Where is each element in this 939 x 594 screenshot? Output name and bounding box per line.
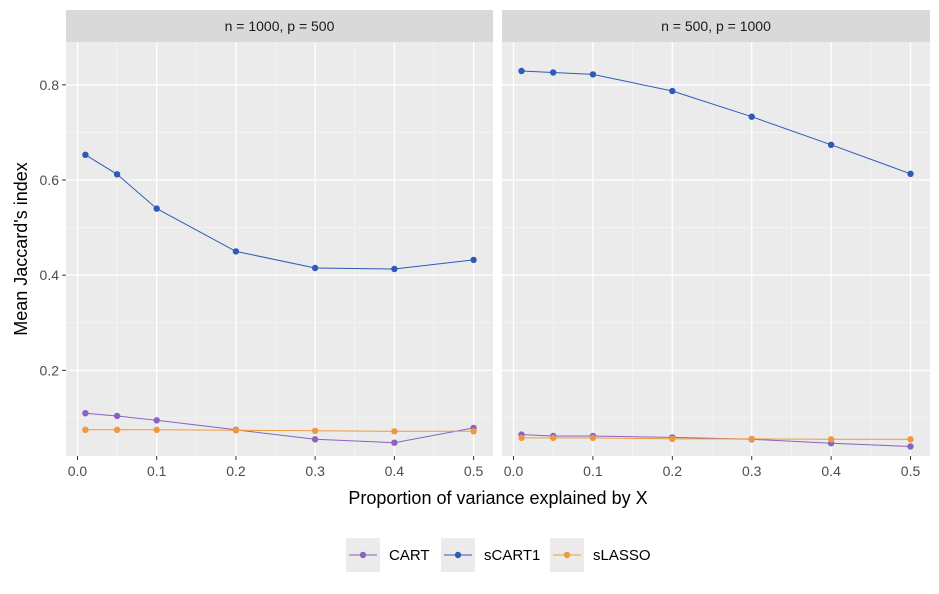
x-tick-label: 0.1 <box>583 463 603 479</box>
data-point-slasso <box>232 427 240 434</box>
data-point-scart1 <box>589 71 597 78</box>
plot-background <box>502 42 930 456</box>
x-tick-label: 0.4 <box>385 463 405 479</box>
legend: CART sCART1 sLASSO <box>346 538 651 572</box>
x-tick-label: 0.3 <box>305 463 325 479</box>
panel-1: n = 1000, p = 500 0.0 0.1 0.2 0.3 0.4 0.5 <box>66 10 493 479</box>
data-point-scart1 <box>470 256 477 264</box>
legend-label-cart: CART <box>389 547 430 564</box>
x-tick-label: 0.5 <box>901 463 921 479</box>
data-point-slasso <box>311 427 319 434</box>
panel-2: n = 500, p = 1000 0.0 0.1 0.2 0.3 0.4 0.5 <box>502 10 930 479</box>
panel-title: n = 500, p = 1000 <box>661 18 771 34</box>
data-point-cart <box>113 412 121 420</box>
legend-key-point-slasso <box>563 551 571 559</box>
data-point-slasso <box>470 428 477 435</box>
data-point-slasso <box>748 435 755 443</box>
x-tick-label: 0.2 <box>226 463 246 479</box>
data-point-slasso <box>113 426 121 433</box>
panel-strip <box>502 10 930 42</box>
data-point-scart1 <box>232 248 240 255</box>
data-point-slasso <box>82 426 89 433</box>
panel-title: n = 1000, p = 500 <box>225 18 335 34</box>
data-point-scart1 <box>827 141 835 148</box>
x-tick-label: 0.3 <box>742 463 762 479</box>
x-tick-label: 0.0 <box>504 463 524 479</box>
x-tick-label: 0.4 <box>821 463 841 479</box>
data-point-cart <box>153 417 160 424</box>
data-point-scart1 <box>518 67 525 75</box>
data-point-slasso <box>391 428 398 435</box>
data-point-scart1 <box>153 205 160 212</box>
legend-key-point-scart1 <box>454 551 462 559</box>
data-point-slasso <box>589 434 597 442</box>
legend-label-slasso: sLASSO <box>593 547 651 564</box>
data-point-slasso <box>518 434 525 442</box>
data-point-cart <box>907 443 914 450</box>
y-tick-label: 0.8 <box>40 77 60 93</box>
data-point-slasso <box>550 434 557 442</box>
data-point-scart1 <box>669 87 676 95</box>
data-point-scart1 <box>113 171 121 178</box>
y-axis-title: Mean Jaccard's index <box>11 162 31 336</box>
data-point-scart1 <box>550 69 557 76</box>
x-tick-label: 0.2 <box>663 463 683 479</box>
data-point-slasso <box>153 426 160 433</box>
x-tick-label: 0.1 <box>147 463 167 479</box>
data-point-slasso <box>827 436 835 443</box>
x-axis-title: Proportion of variance explained by X <box>348 488 647 508</box>
data-point-scart1 <box>82 151 89 158</box>
data-point-cart <box>82 410 89 417</box>
y-tick-label: 0.2 <box>40 362 60 378</box>
data-point-cart <box>311 436 319 443</box>
y-tick-label: 0.6 <box>40 172 60 188</box>
x-tick-label: 0.0 <box>68 463 88 479</box>
data-point-scart1 <box>311 264 319 272</box>
data-point-cart <box>391 439 398 446</box>
data-point-slasso <box>669 435 676 443</box>
plot-background <box>66 42 493 456</box>
y-tick-label: 0.4 <box>40 267 60 283</box>
data-point-scart1 <box>391 265 398 273</box>
legend-label-scart1: sCART1 <box>484 547 540 564</box>
legend-key-point-cart <box>359 551 367 559</box>
data-point-scart1 <box>748 113 755 120</box>
x-tick-label: 0.5 <box>464 463 484 479</box>
data-point-scart1 <box>907 170 914 177</box>
data-point-slasso <box>907 436 914 443</box>
panel-strip <box>66 10 493 42</box>
